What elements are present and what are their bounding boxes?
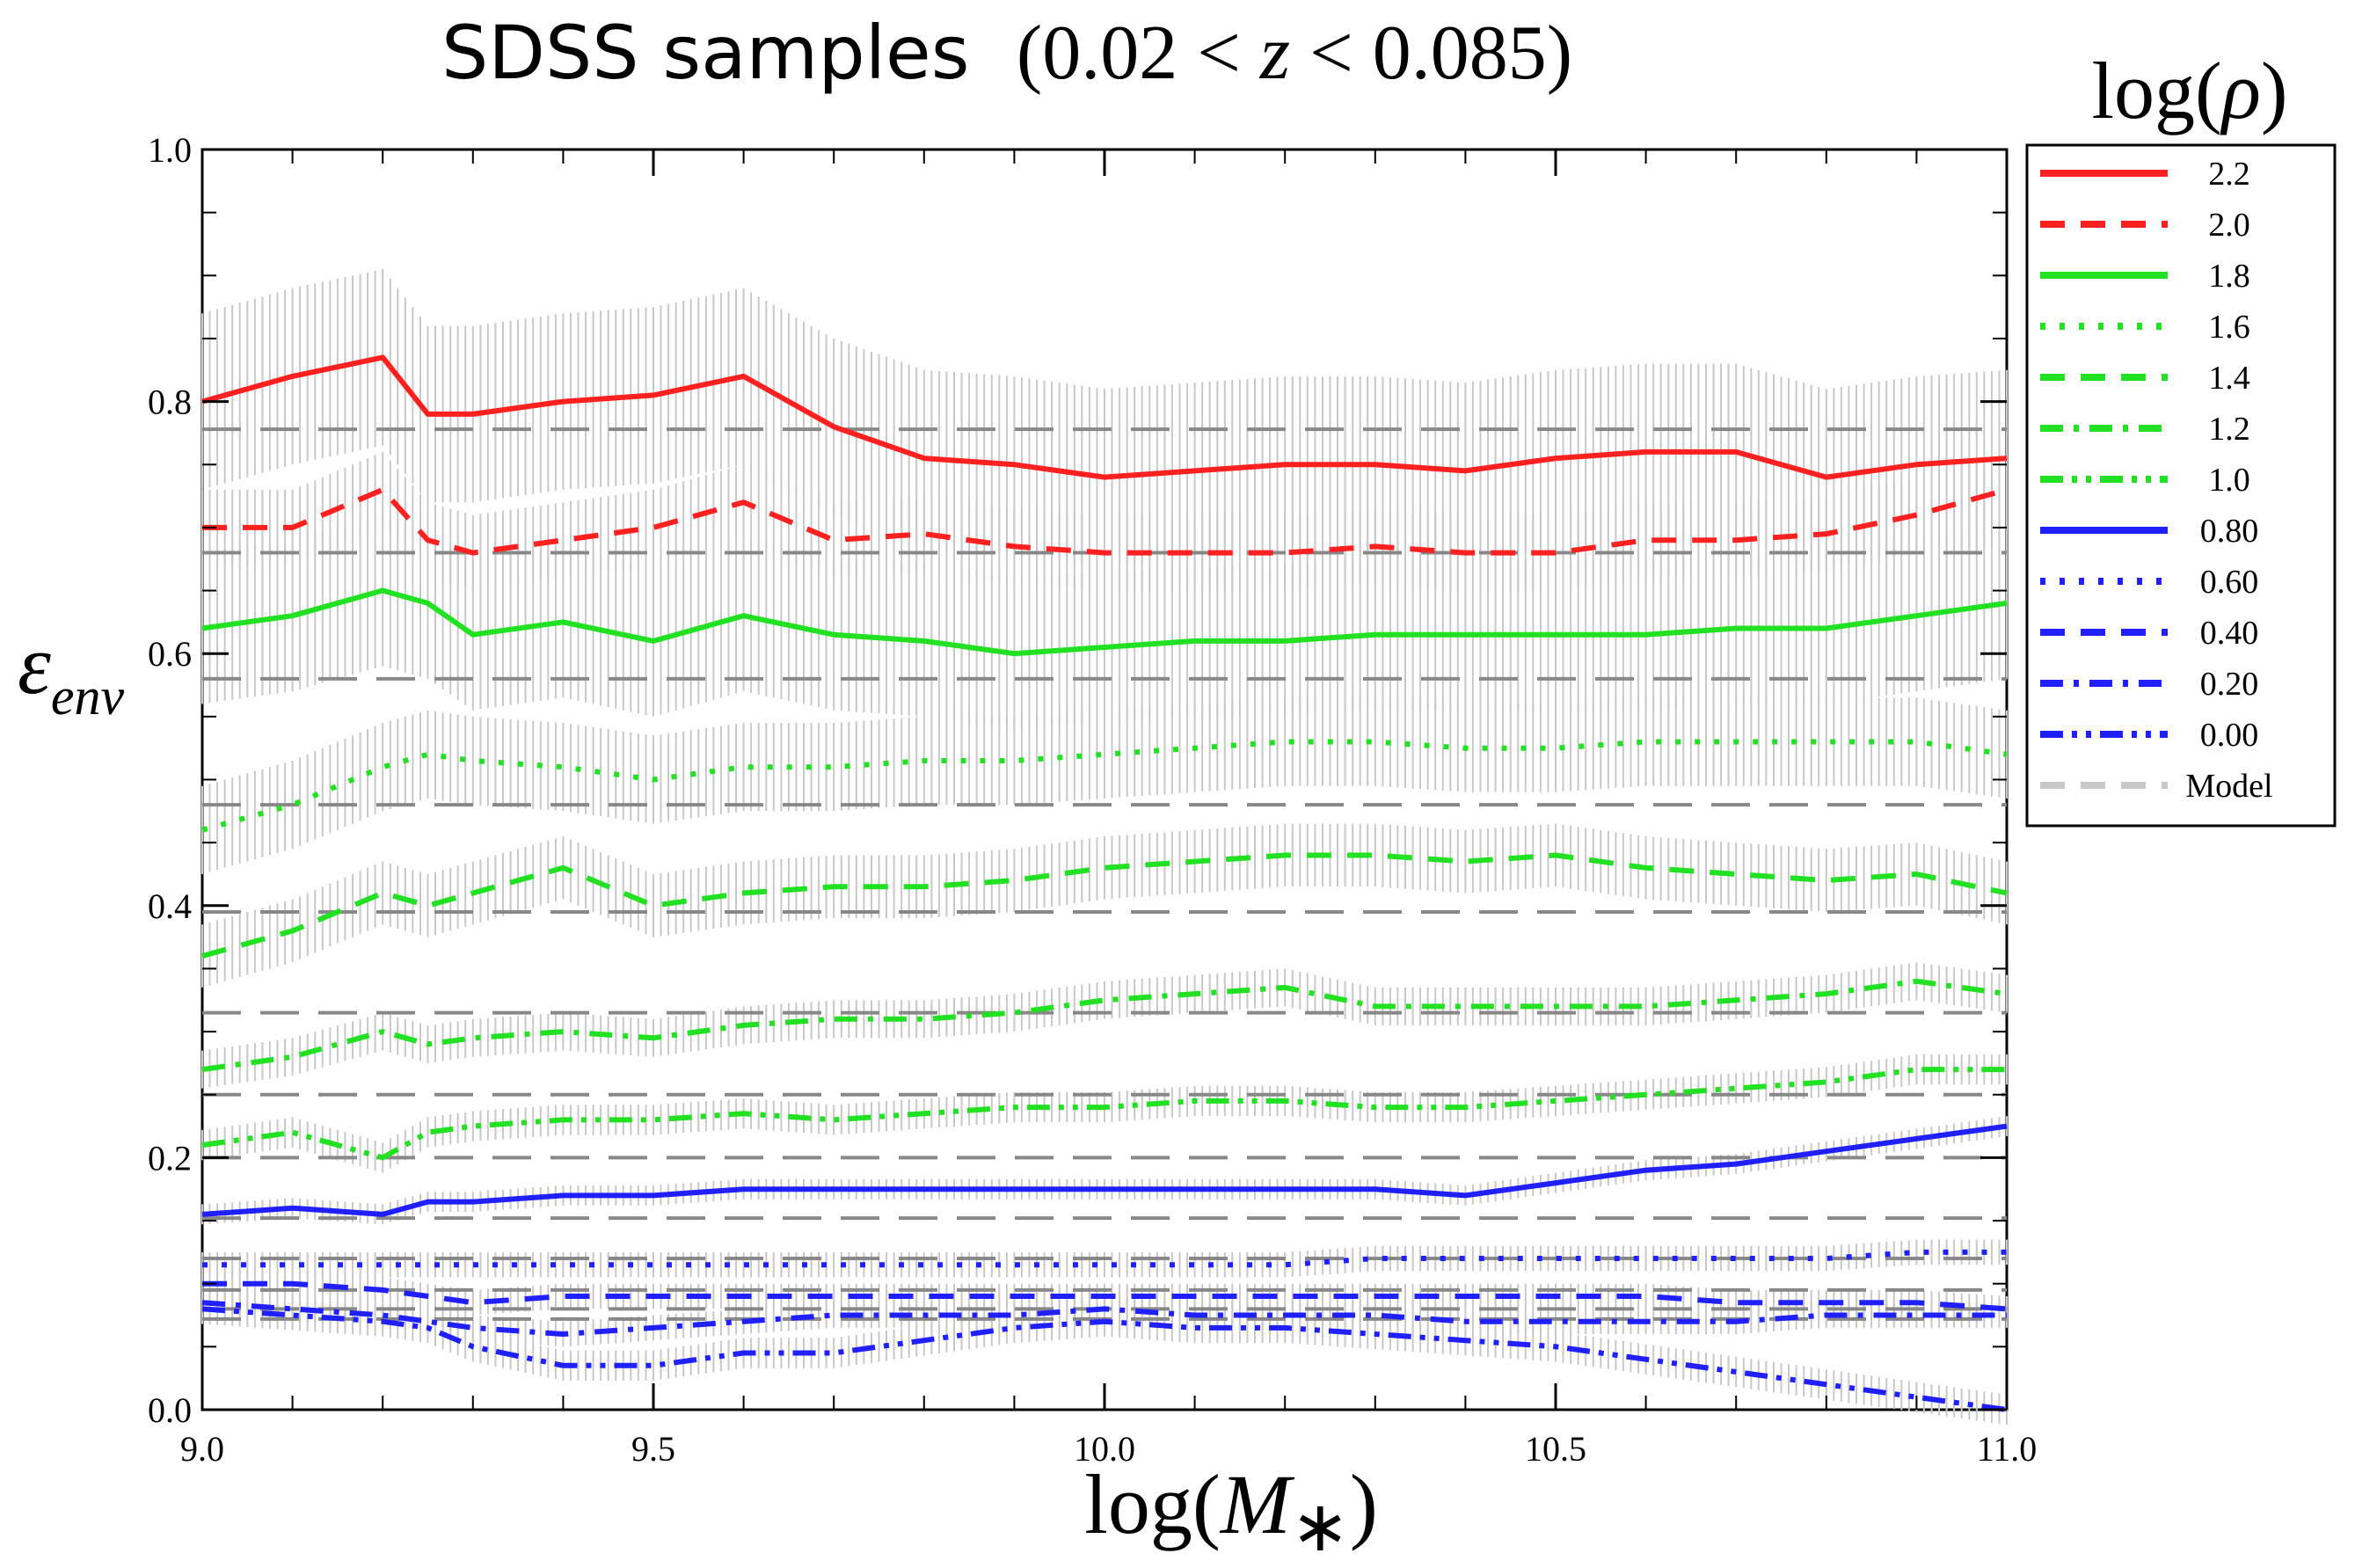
legend-label-1.8: 1.8: [2208, 258, 2250, 295]
y-axis-label: εenv: [18, 617, 125, 726]
legend-label-0.20: 0.20: [2200, 666, 2259, 703]
title-range: (0.02 < z < 0.085): [1016, 11, 1573, 96]
legend-label-1.6: 1.6: [2208, 309, 2250, 346]
series-line-1.6: [201, 739, 2008, 833]
y-tick-label-0.6: 0.6: [148, 634, 192, 674]
legend-label-0.60: 0.60: [2200, 564, 2259, 601]
y-tick-label-1.0: 1.0: [148, 130, 192, 170]
legend-title: log(ρ): [2091, 46, 2288, 135]
series-line-2.2: [201, 354, 2008, 480]
legend-label-0.00: 0.00: [2200, 717, 2259, 754]
legend-label-2.2: 2.2: [2208, 156, 2250, 193]
y-tick-label-0.4: 0.4: [148, 886, 192, 926]
y-tick-label-0.8: 0.8: [148, 383, 192, 422]
x-tick-label-11.0: 11.0: [1977, 1429, 2038, 1469]
series-line-2.0: [202, 486, 2008, 556]
legend-label-2.0: 2.0: [2208, 207, 2250, 244]
legend-label-1.0: 1.0: [2208, 462, 2250, 499]
legend-label-1.4: 1.4: [2208, 360, 2250, 397]
x-tick-label-9.5: 9.5: [631, 1429, 675, 1469]
series-line-0.40: [202, 1280, 2008, 1312]
error-band-1.2: [201, 962, 2008, 1089]
series-line-1.4: [201, 852, 2008, 959]
x-tick-label-9.0: 9.0: [180, 1429, 224, 1469]
y-tick-label-0.0: 0.0: [148, 1390, 192, 1430]
legend-label-0.40: 0.40: [2200, 615, 2259, 652]
series-line-0.20: [201, 1300, 2007, 1337]
legend-label-1.2: 1.2: [2208, 411, 2250, 448]
x-tick-label-10.0: 10.0: [1074, 1429, 1135, 1469]
series-line-1.2: [201, 978, 2008, 1073]
x-tick-label-10.5: 10.5: [1525, 1429, 1586, 1469]
series-line-0.00: [201, 1306, 2008, 1412]
series-line-1.0: [201, 1067, 2007, 1161]
series-line-0.80: [201, 1123, 2008, 1217]
legend-label-Model: Model: [2185, 768, 2272, 805]
chart-title: SDSS samples (0.02 < z < 0.085): [0, 9, 2014, 98]
series-line-1.8: [201, 587, 2008, 657]
title-prefix: SDSS samples: [441, 10, 970, 96]
x-axis-label: log(M∗): [1084, 1457, 1378, 1567]
error-band-1.4: [201, 823, 2008, 988]
y-tick-label-0.2: 0.2: [148, 1138, 192, 1178]
legend-label-0.80: 0.80: [2200, 513, 2259, 550]
legend-box: [2025, 143, 2337, 828]
